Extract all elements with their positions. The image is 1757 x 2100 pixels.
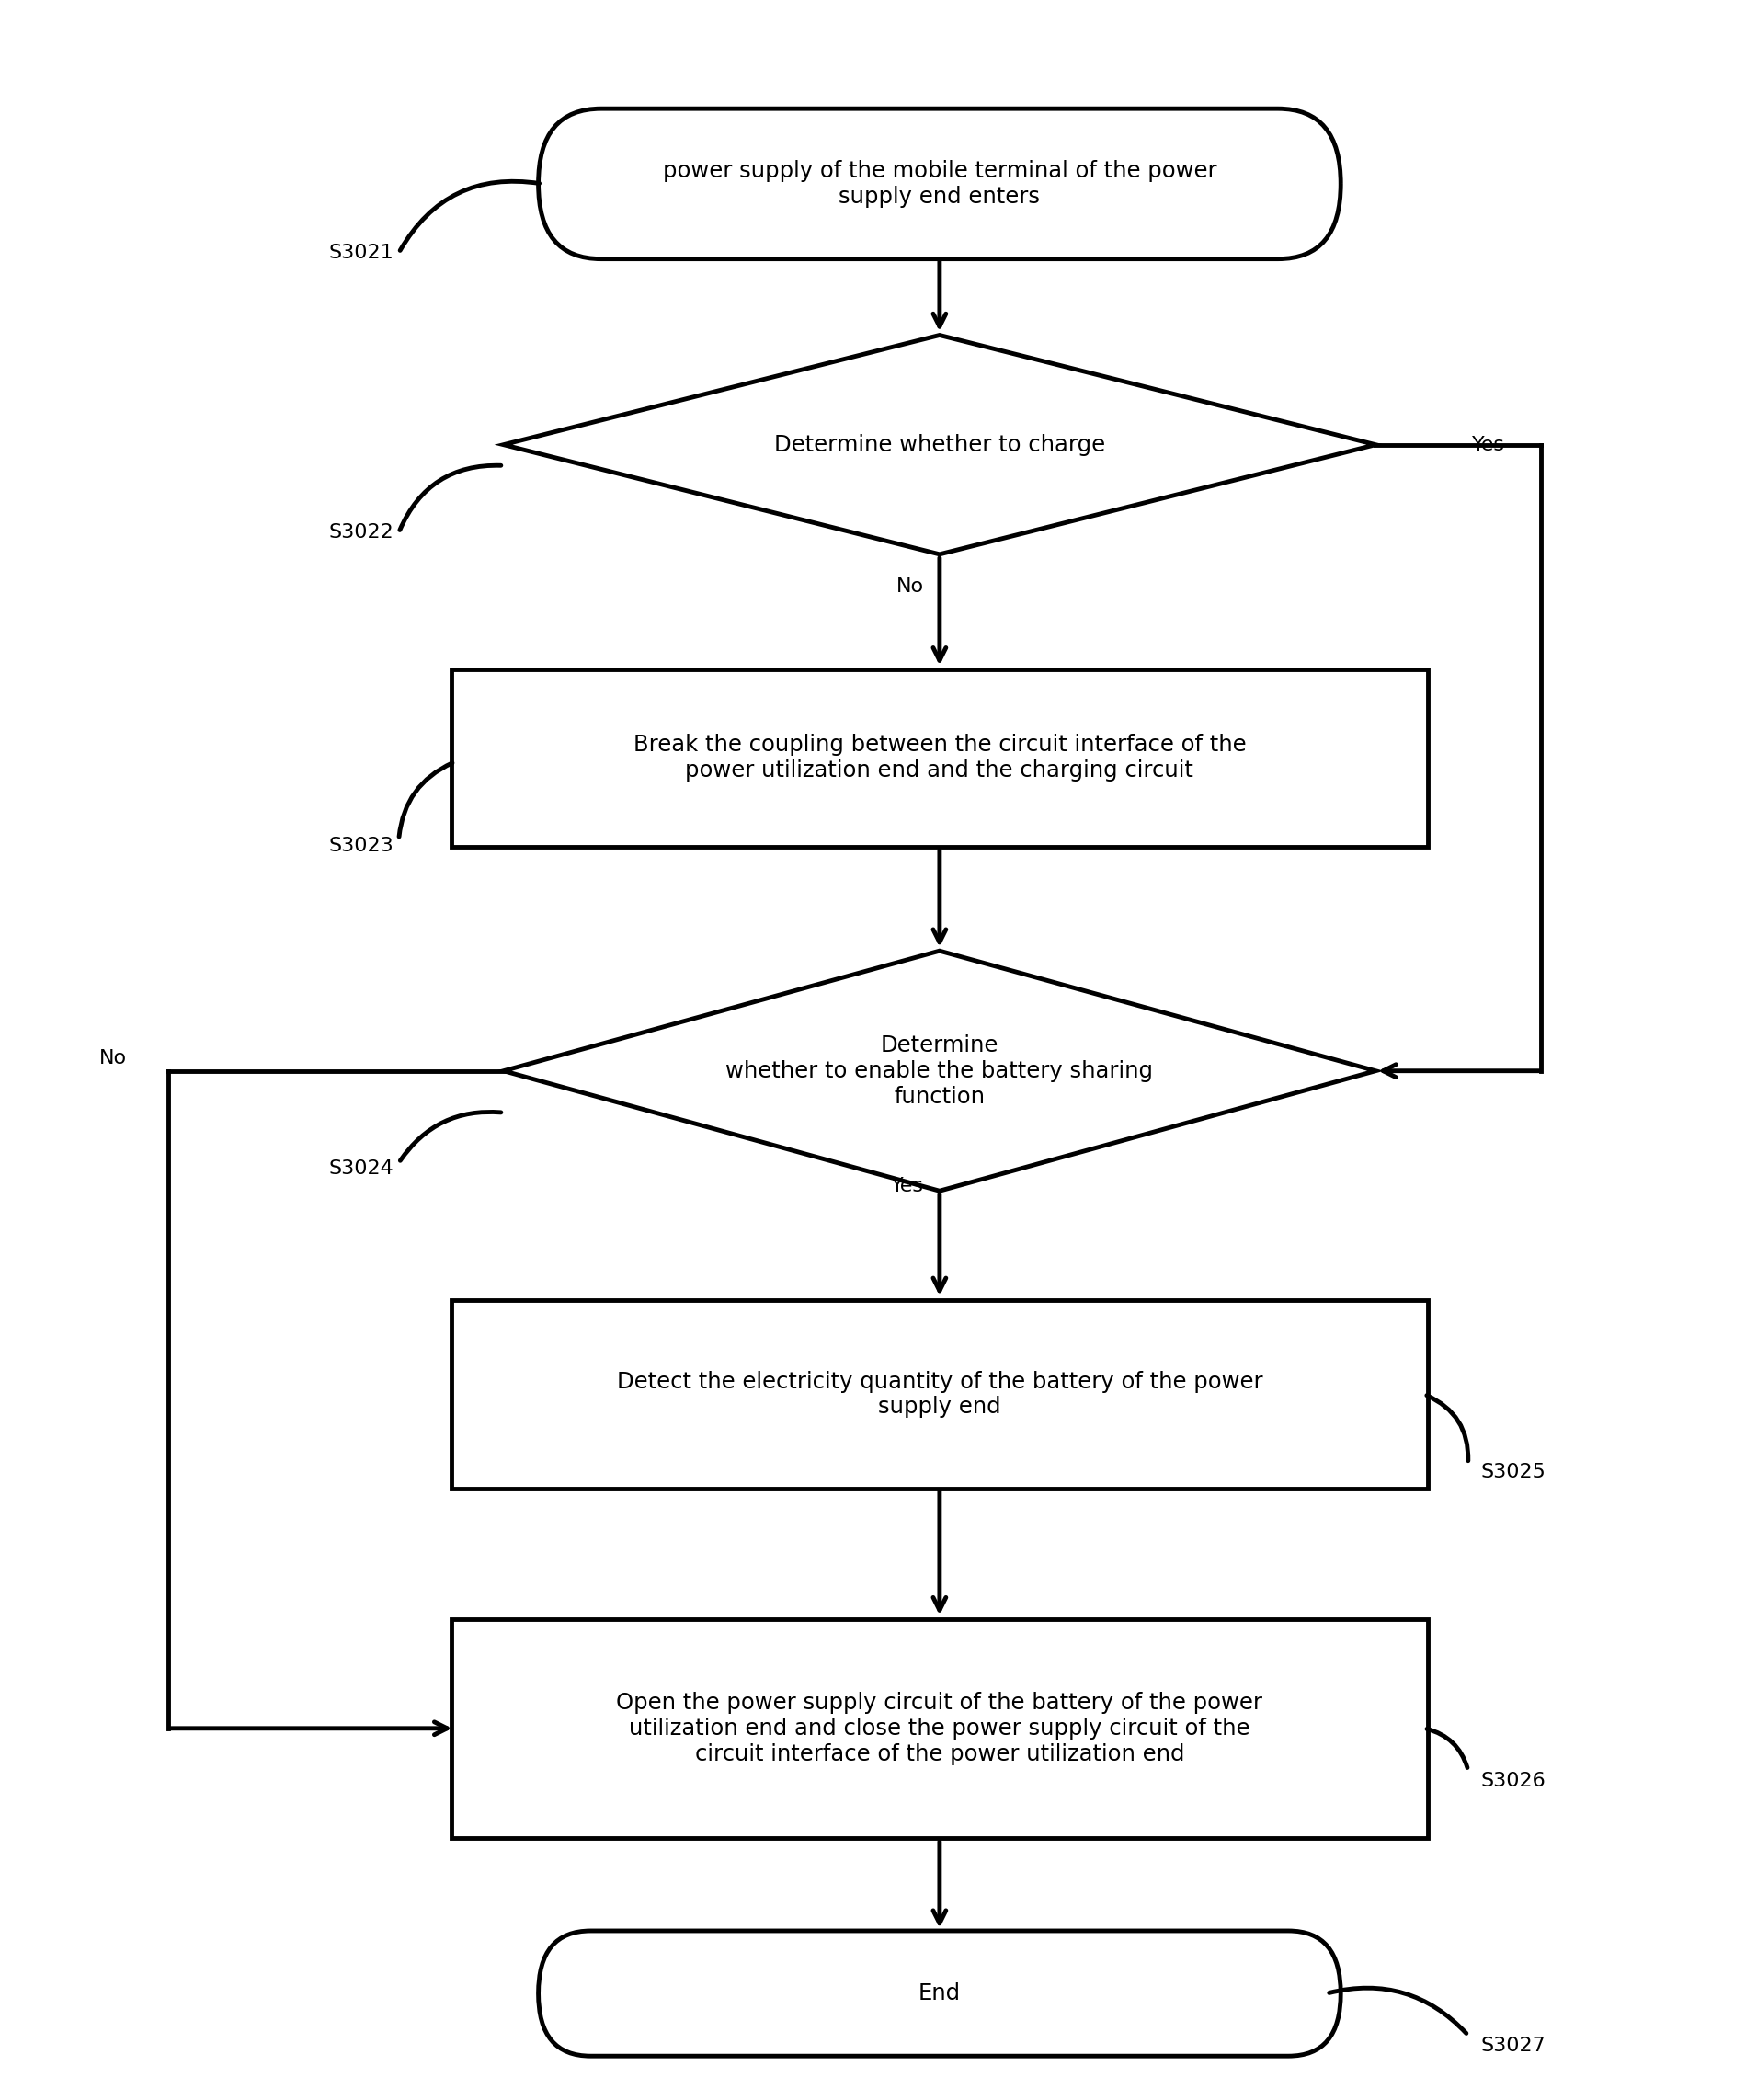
Text: S3024: S3024 [329, 1159, 394, 1178]
Polygon shape [504, 951, 1376, 1191]
FancyBboxPatch shape [538, 109, 1341, 258]
Text: Open the power supply circuit of the battery of the power
utilization end and cl: Open the power supply circuit of the bat… [617, 1693, 1263, 1764]
Text: No: No [98, 1050, 127, 1067]
Text: End: End [919, 1982, 961, 2006]
Polygon shape [504, 336, 1376, 554]
FancyBboxPatch shape [452, 1300, 1428, 1489]
FancyBboxPatch shape [452, 1619, 1428, 1838]
Text: power supply of the mobile terminal of the power
supply end enters: power supply of the mobile terminal of t… [662, 160, 1216, 208]
FancyBboxPatch shape [538, 1930, 1341, 2056]
Text: No: No [896, 578, 924, 596]
Text: Yes: Yes [1472, 435, 1504, 454]
Text: Yes: Yes [891, 1176, 924, 1195]
Text: S3023: S3023 [329, 836, 394, 855]
Text: Detect the electricity quantity of the battery of the power
supply end: Detect the electricity quantity of the b… [617, 1371, 1263, 1418]
Text: S3027: S3027 [1479, 2037, 1546, 2054]
Text: Break the coupling between the circuit interface of the
power utilization end an: Break the coupling between the circuit i… [633, 735, 1246, 781]
Text: S3021: S3021 [329, 244, 394, 262]
Text: Determine whether to charge: Determine whether to charge [775, 435, 1105, 456]
FancyBboxPatch shape [452, 670, 1428, 846]
Text: S3022: S3022 [329, 523, 394, 542]
Text: Determine
whether to enable the battery sharing
function: Determine whether to enable the battery … [726, 1035, 1153, 1107]
Text: S3025: S3025 [1479, 1462, 1546, 1480]
Text: S3026: S3026 [1479, 1770, 1546, 1789]
